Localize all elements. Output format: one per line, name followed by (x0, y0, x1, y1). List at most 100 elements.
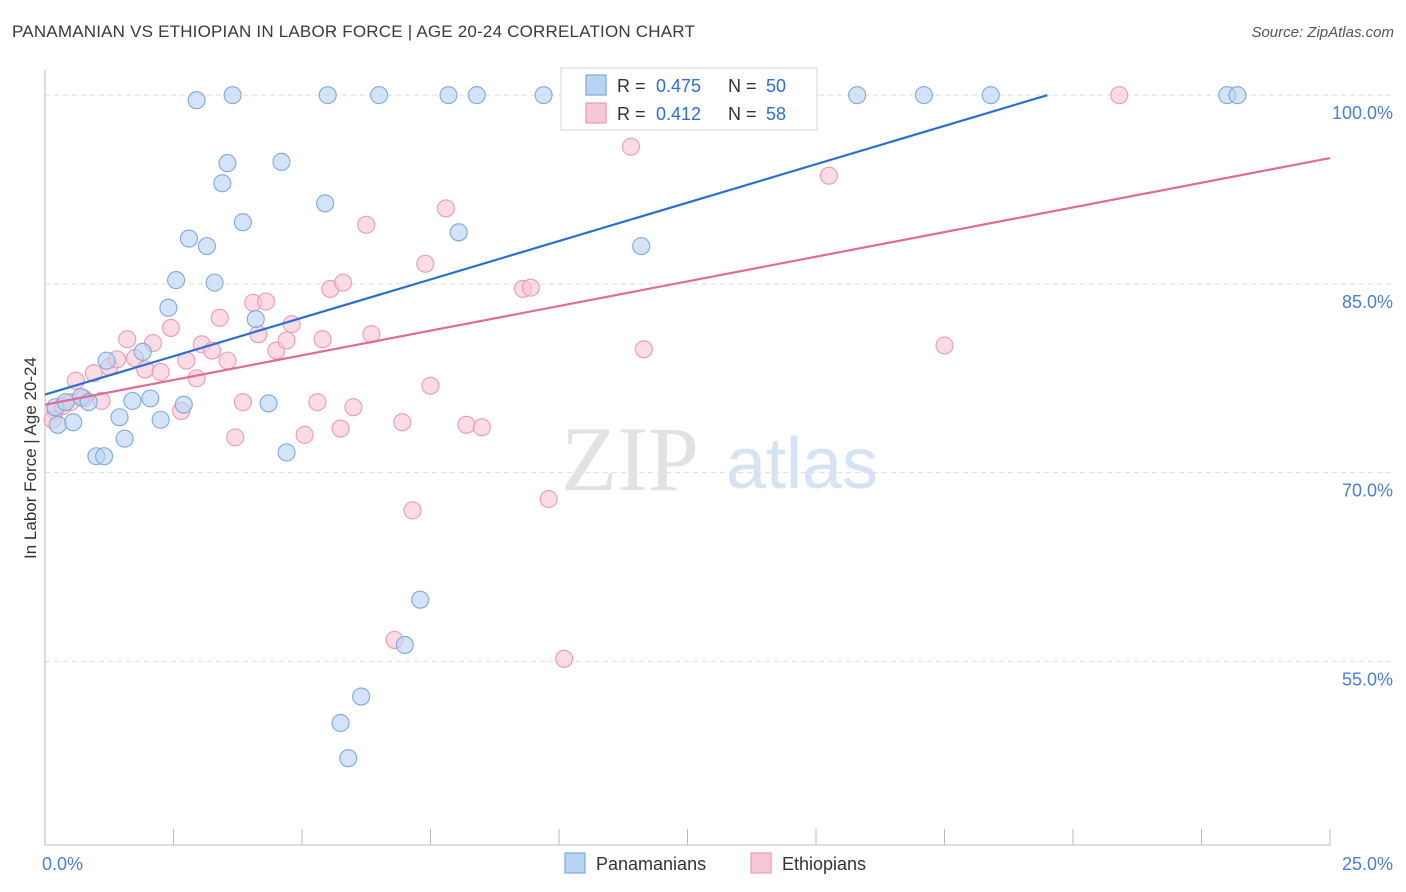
legend-r-label: R = (617, 104, 646, 124)
panamanian-point (339, 749, 358, 768)
panamanian-point (48, 415, 67, 434)
panamanian-point (467, 86, 486, 105)
panamanian-point (632, 237, 651, 256)
ethiopian-point (416, 254, 435, 273)
panamanian-point (213, 174, 232, 193)
panamanians-trendline (44, 94, 1048, 396)
panamanian-point (439, 86, 458, 105)
panamanian-point (914, 86, 933, 105)
panamanian-point (370, 86, 389, 105)
x-tick-label: 25.0% (1342, 854, 1393, 874)
panamanian-point (395, 635, 414, 655)
ethiopian-point (84, 364, 103, 383)
panamanian-point (141, 389, 160, 408)
y-axis-title: In Labor Force | Age 20-24 (21, 357, 40, 559)
ethiopian-point (555, 649, 574, 668)
panamanian-point (848, 86, 867, 105)
y-tick-label: 85.0% (1342, 292, 1393, 312)
ethiopian-point (313, 330, 332, 349)
ethiopian-point (634, 340, 653, 359)
panamanian-point (1228, 86, 1247, 105)
legend-r-label: R = (617, 76, 646, 96)
chart-title: PANAMANIAN VS ETHIOPIAN IN LABOR FORCE |… (12, 22, 696, 41)
panamanian-point (159, 298, 178, 317)
trendlines (44, 94, 1331, 406)
ethiopian-point (357, 215, 376, 234)
panamanian-point (179, 229, 198, 248)
series-legend: Panamanians Ethiopians (564, 852, 866, 874)
panamanian-point (318, 86, 337, 105)
panamanian-point (187, 91, 206, 110)
panamanian-point (174, 395, 193, 414)
ethiopian-point (621, 137, 641, 156)
ethiopian-point (331, 419, 350, 438)
series-legend-label-ethiopians: Ethiopians (782, 854, 866, 874)
chart-source: Source: ZipAtlas.com (1251, 24, 1394, 41)
gridlines (45, 94, 1392, 662)
legend-swatch-panamanians (585, 74, 607, 96)
ethiopian-point (233, 393, 252, 412)
ethiopian-point (187, 369, 206, 388)
watermark-zip: ZIP (561, 408, 699, 510)
ethiopian-point (118, 330, 137, 349)
ethiopian-point (277, 331, 296, 350)
panamanian-point (272, 152, 291, 171)
ethiopian-point (421, 376, 440, 395)
y-tick-label: 70.0% (1342, 481, 1393, 501)
y-tick-label: 100.0% (1332, 103, 1393, 123)
ethiopian-point (218, 351, 237, 370)
panamanian-point (167, 271, 186, 290)
panamanian-point (197, 237, 216, 256)
panamanian-point (218, 154, 237, 173)
panamanian-point (97, 351, 116, 370)
legend-swatch-ethiopians (585, 102, 607, 124)
series-legend-swatch-ethiopians (750, 852, 772, 874)
ethiopian-point (539, 489, 558, 509)
panamanian-point (223, 86, 242, 105)
ethiopian-point (393, 413, 412, 432)
panamanian-point (352, 687, 371, 706)
ethiopian-point (403, 501, 422, 520)
panamanian-point (151, 410, 170, 429)
panamanian-point (64, 413, 83, 432)
legend-r-value: 0.475 (656, 76, 701, 96)
watermark-atlas: atlas (726, 424, 878, 504)
panamanian-point (110, 408, 129, 427)
series-legend-label-panamanians: Panamanians (596, 854, 706, 874)
ethiopian-point (457, 415, 476, 434)
panamanian-point (133, 342, 152, 361)
panamanian-point (115, 429, 134, 448)
legend-n-value: 58 (766, 104, 786, 124)
series-legend-swatch-panamanians (564, 852, 586, 874)
panamanian-point (259, 394, 278, 413)
x-tick-label: 0.0% (42, 854, 83, 874)
ethiopian-point (308, 393, 327, 412)
ethiopians-points (43, 86, 1129, 668)
panamanian-point (331, 713, 350, 733)
panamanian-point (246, 310, 265, 329)
watermark: ZIP atlas (561, 408, 878, 510)
panamanian-point (411, 590, 430, 609)
ethiopian-point (210, 308, 229, 327)
panamanian-point (95, 447, 114, 466)
axes (44, 70, 1331, 846)
ethiopian-point (935, 336, 954, 355)
ethiopian-point (1110, 86, 1129, 105)
panamanian-point (123, 391, 142, 410)
ethiopian-point (436, 199, 455, 218)
panamanian-point (534, 86, 553, 105)
panamanian-point (449, 223, 468, 242)
ethiopians-trendline (44, 156, 1331, 406)
y-tick-label: 55.0% (1342, 669, 1393, 689)
legend-n-label: N = (728, 104, 757, 124)
ethiopian-point (334, 273, 353, 292)
legend: R = 0.475 N = 50 R = 0.412 N = 58 (560, 67, 818, 131)
legend-r-value: 0.412 (656, 104, 701, 124)
ethiopian-point (472, 418, 491, 437)
legend-n-value: 50 (766, 76, 786, 96)
tick-labels: 100.0% 85.0% 70.0% 55.0% 0.0% 25.0% (42, 103, 1393, 874)
ethiopian-point (295, 425, 314, 444)
panamanian-point (205, 273, 224, 292)
panamanian-point (316, 194, 335, 213)
